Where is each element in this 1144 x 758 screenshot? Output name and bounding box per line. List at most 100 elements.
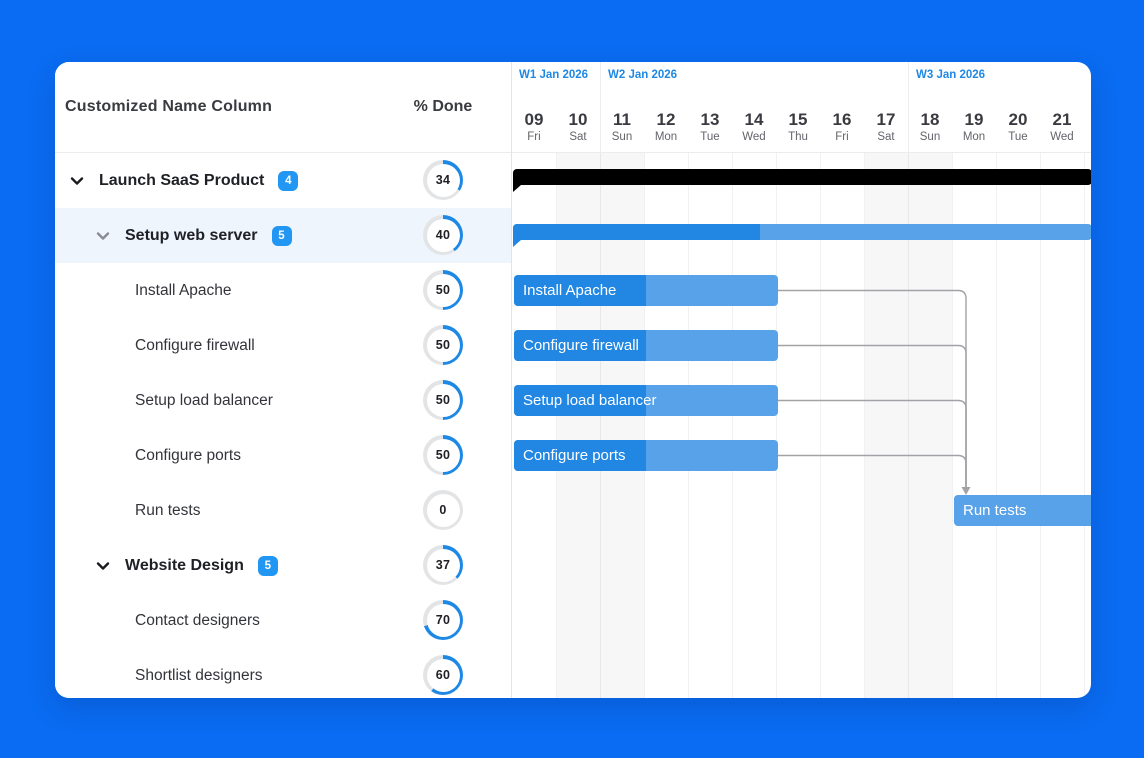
gantt-bar-run-tests[interactable]: Run tests (954, 495, 1091, 526)
progress-value: 70 (426, 603, 460, 637)
grid-rows: Launch SaaS Product 4 34 Setup web server 5 4… (55, 153, 511, 698)
chevron-down-icon[interactable] (68, 172, 86, 190)
grid-row-configure-firewall[interactable]: Configure firewall 50 (55, 318, 511, 373)
task-name-label: Setup web server (125, 226, 258, 244)
grid-row-run-tests[interactable]: Run tests 0 (55, 483, 511, 538)
task-name-label: Setup load balancer (135, 391, 273, 409)
day-name: Fri (835, 131, 849, 143)
gantt-bar-setup-load-balancer[interactable]: Setup load balancer (514, 385, 778, 416)
day-gridline (732, 153, 733, 698)
progress-value: 50 (426, 383, 460, 417)
day-name: Mon (654, 131, 678, 143)
day-gridline (1084, 153, 1085, 698)
progress-circle: 50 (423, 325, 463, 365)
day-header-cell: 20 Tue (996, 62, 1040, 152)
bar-label: Install Apache (523, 282, 617, 299)
day-number: 10 (568, 110, 588, 129)
day-name: Fri (527, 131, 541, 143)
gantt-bar-configure-firewall[interactable]: Configure firewall (514, 330, 778, 361)
day-header-cell: 13 Tue (688, 62, 732, 152)
grid-row-shortlist-designers[interactable]: Shortlist designers 60 (55, 648, 511, 698)
week-header-cell: W2 Jan 2026 (600, 62, 908, 152)
bar-label: Setup load balancer (523, 392, 657, 409)
progress-circle: 0 (423, 490, 463, 530)
child-count-badge: 5 (271, 225, 292, 246)
task-name-label: Install Apache (135, 281, 232, 299)
task-name-label: Run tests (135, 501, 201, 519)
bar-progress (514, 440, 646, 471)
progress-value: 40 (426, 218, 460, 252)
task-name-label: Launch SaaS Product (99, 171, 265, 189)
bar-progress (513, 224, 760, 240)
day-number: 12 (656, 110, 676, 129)
day-number: 11 (613, 110, 631, 129)
week-header-cell: W1 Jan 2026 (519, 69, 589, 81)
progress-circle: 50 (423, 380, 463, 420)
grid-row-setup-web-server[interactable]: Setup web server 5 40 (55, 208, 511, 263)
grid-row-launch-saas-product[interactable]: Launch SaaS Product 4 34 (55, 153, 511, 208)
day-header-cell: 10 Sat (556, 62, 600, 152)
gantt-bar-project-0[interactable] (513, 169, 1091, 185)
gantt-card: Customized Name Column % Done Launch Saa… (55, 62, 1091, 698)
timeline-header: W1 Jan 2026 W2 Jan 2026 W3 Jan 2026 09 Fri 10… (512, 62, 1091, 153)
day-name: Wed (1050, 131, 1074, 143)
day-number: 21 (1052, 110, 1072, 129)
progress-circle: 40 (423, 215, 463, 255)
day-header-cell: 11 Sun (600, 62, 644, 152)
bar-progress (514, 385, 646, 416)
gantt-bar-install-apache[interactable]: Install Apache (514, 275, 778, 306)
bar-label: Run tests (963, 502, 1027, 519)
grid-row-website-design[interactable]: Website Design 5 37 (55, 538, 511, 593)
progress-value: 0 (426, 493, 460, 527)
day-gridline (688, 153, 689, 698)
done-column-header: % Done (413, 98, 473, 115)
grid-row-install-apache[interactable]: Install Apache 50 (55, 263, 511, 318)
bar-label: Configure ports (523, 447, 626, 464)
day-number: 20 (1008, 110, 1028, 129)
task-name-label: Shortlist designers (135, 666, 263, 684)
day-name: Tue (1008, 131, 1028, 143)
task-name-label: Configure firewall (135, 336, 255, 354)
day-header-cell: 12 Mon (644, 62, 688, 152)
child-count-badge: 5 (257, 555, 278, 576)
bar-label: Configure firewall (523, 337, 639, 354)
day-name: Mon (962, 131, 986, 143)
task-name-label: Website Design (125, 556, 244, 574)
chevron-down-icon[interactable] (94, 557, 112, 575)
grid-header: Customized Name Column % Done (55, 62, 511, 153)
day-header-cell: 18 Sun (908, 62, 952, 152)
grid-row-setup-load-balancer[interactable]: Setup load balancer 50 (55, 373, 511, 428)
arrowhead-icon (961, 487, 971, 495)
bar-start-tail (513, 185, 521, 192)
bar-start-tail (513, 240, 521, 247)
progress-circle: 34 (423, 160, 463, 200)
progress-circle: 70 (423, 600, 463, 640)
day-name: Wed (742, 131, 766, 143)
day-header-cell: 15 Thu (776, 62, 820, 152)
day-number: 17 (876, 110, 896, 129)
weekend-column (556, 153, 600, 698)
day-header-cell: 14 Wed (732, 62, 776, 152)
day-number: 18 (920, 110, 940, 129)
day-gridline (776, 153, 777, 698)
progress-value: 50 (426, 273, 460, 307)
progress-value: 60 (426, 658, 460, 692)
day-name: Sat (569, 131, 587, 143)
timeline-panel: W1 Jan 2026 W2 Jan 2026 W3 Jan 2026 09 Fri 10… (511, 62, 1091, 698)
gantt-bar-configure-ports[interactable]: Configure ports (514, 440, 778, 471)
progress-circle: 50 (423, 435, 463, 475)
day-number: 13 (700, 110, 720, 129)
progress-circle: 60 (423, 655, 463, 695)
day-gridline (556, 153, 557, 698)
day-name: Sun (611, 131, 633, 143)
day-number: 09 (524, 110, 544, 129)
day-name: Sat (877, 131, 895, 143)
grid-row-contact-designers[interactable]: Contact designers 70 (55, 593, 511, 648)
grid-row-configure-ports[interactable]: Configure ports 50 (55, 428, 511, 483)
timeline-body: Install Apache Configure firewall Setup lo… (512, 153, 1091, 698)
gantt-bar-summary-1[interactable] (513, 224, 1091, 240)
day-header-cell: 21 Wed (1040, 62, 1084, 152)
chevron-down-icon[interactable] (94, 227, 112, 245)
day-header-cell: 17 Sat (864, 62, 908, 152)
